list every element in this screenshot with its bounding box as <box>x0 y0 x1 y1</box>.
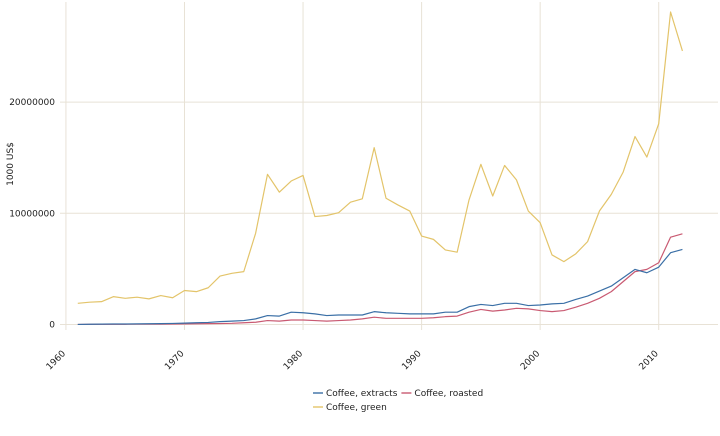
tick-layer: 1960 1970 1980 1990 2000 2010 0 10000000 2000000… <box>9 98 661 372</box>
legend-label: Coffee, roasted <box>414 389 483 399</box>
y-tick-label: 10000000 <box>9 209 55 219</box>
series-line-coffee-green <box>77 11 684 304</box>
series-line-coffee-roasted <box>77 233 683 326</box>
y-tick-label: 20000000 <box>9 98 55 108</box>
y-tick-label: 0 <box>49 320 55 330</box>
x-tick-label: 1960 <box>45 349 68 372</box>
legend-item: Coffee, extracts <box>313 389 398 399</box>
legend-item: Coffee, green <box>313 403 387 413</box>
x-tick-label: 2010 <box>638 349 661 372</box>
x-tick-label: 1990 <box>400 349 423 372</box>
series-layer <box>77 11 684 326</box>
legend-item: Coffee, roasted <box>401 389 483 399</box>
legend: Coffee, extracts Coffee, roasted Coffee, g… <box>313 389 483 413</box>
y-axis-title: 1000 US$ <box>6 142 16 186</box>
x-tick-label: 1970 <box>163 349 186 372</box>
legend-label: Coffee, extracts <box>326 389 398 399</box>
x-tick-label: 1980 <box>282 349 305 372</box>
x-tick-label: 2000 <box>519 349 542 372</box>
series-line-coffee-extracts <box>77 248 683 326</box>
legend-label: Coffee, green <box>326 403 387 413</box>
